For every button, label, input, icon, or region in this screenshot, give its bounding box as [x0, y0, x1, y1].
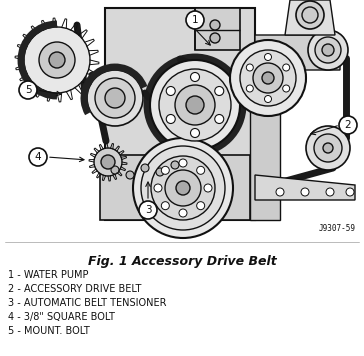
Circle shape — [171, 161, 179, 169]
Circle shape — [339, 116, 357, 134]
Circle shape — [87, 70, 143, 126]
Circle shape — [151, 156, 215, 220]
Circle shape — [161, 166, 169, 174]
Circle shape — [296, 1, 324, 29]
Text: 1: 1 — [192, 15, 198, 25]
Circle shape — [262, 72, 274, 84]
Text: J9307-59: J9307-59 — [319, 224, 356, 233]
Circle shape — [176, 181, 190, 195]
Circle shape — [322, 44, 334, 56]
Circle shape — [301, 188, 309, 196]
Circle shape — [159, 69, 231, 141]
Circle shape — [246, 85, 253, 92]
Circle shape — [133, 138, 233, 238]
Text: 4: 4 — [35, 152, 41, 162]
Circle shape — [314, 134, 342, 162]
Circle shape — [49, 52, 65, 68]
Circle shape — [166, 87, 175, 95]
Polygon shape — [250, 45, 280, 220]
Bar — [0, 0, 364, 237]
Circle shape — [190, 73, 199, 82]
Circle shape — [315, 37, 341, 63]
Text: 3: 3 — [145, 205, 151, 215]
Circle shape — [253, 63, 283, 93]
Circle shape — [346, 188, 354, 196]
Circle shape — [139, 201, 157, 219]
Circle shape — [179, 159, 187, 167]
Circle shape — [308, 30, 348, 70]
Circle shape — [210, 20, 220, 30]
Circle shape — [265, 95, 272, 103]
Circle shape — [126, 171, 134, 179]
Circle shape — [154, 184, 162, 192]
Text: Fig. 1 Accessory Drive Belt: Fig. 1 Accessory Drive Belt — [88, 255, 276, 268]
Polygon shape — [285, 0, 335, 35]
Circle shape — [141, 146, 225, 230]
Circle shape — [186, 11, 204, 29]
Circle shape — [19, 81, 37, 99]
Circle shape — [175, 85, 215, 125]
Text: 1 - WATER PUMP: 1 - WATER PUMP — [8, 270, 88, 280]
Text: 3 - AUTOMATIC BELT TENSIONER: 3 - AUTOMATIC BELT TENSIONER — [8, 298, 166, 308]
Circle shape — [326, 188, 334, 196]
Text: 4 - 3/8" SQUARE BOLT: 4 - 3/8" SQUARE BOLT — [8, 312, 115, 322]
Circle shape — [111, 166, 119, 174]
Circle shape — [165, 170, 201, 206]
Polygon shape — [195, 8, 240, 50]
Polygon shape — [255, 175, 355, 200]
Circle shape — [197, 202, 205, 210]
Polygon shape — [255, 35, 340, 70]
Circle shape — [323, 143, 333, 153]
Circle shape — [197, 166, 205, 174]
Circle shape — [29, 148, 47, 166]
Circle shape — [190, 129, 199, 137]
Circle shape — [101, 155, 115, 169]
Circle shape — [283, 85, 290, 92]
Circle shape — [276, 188, 284, 196]
Circle shape — [156, 168, 164, 176]
Circle shape — [215, 115, 224, 124]
Circle shape — [215, 87, 224, 95]
Circle shape — [39, 42, 75, 78]
Circle shape — [265, 53, 272, 61]
Text: 5: 5 — [25, 85, 31, 95]
Polygon shape — [105, 8, 255, 220]
Circle shape — [141, 164, 149, 172]
Circle shape — [204, 184, 212, 192]
Circle shape — [240, 50, 296, 106]
Text: 2: 2 — [345, 120, 351, 130]
Text: 5 - MOUNT. BOLT: 5 - MOUNT. BOLT — [8, 326, 90, 336]
Circle shape — [95, 78, 135, 118]
Circle shape — [246, 64, 253, 71]
Circle shape — [166, 115, 175, 124]
Circle shape — [105, 88, 125, 108]
Circle shape — [24, 27, 90, 93]
Text: 2 - ACCESSORY DRIVE BELT: 2 - ACCESSORY DRIVE BELT — [8, 284, 141, 294]
Circle shape — [210, 33, 220, 43]
Circle shape — [302, 7, 318, 23]
Circle shape — [283, 64, 290, 71]
Circle shape — [186, 96, 204, 114]
Circle shape — [306, 126, 350, 170]
Polygon shape — [100, 155, 250, 220]
Circle shape — [94, 148, 122, 176]
Circle shape — [230, 40, 306, 116]
Circle shape — [150, 60, 240, 150]
Circle shape — [161, 202, 169, 210]
Circle shape — [179, 209, 187, 217]
